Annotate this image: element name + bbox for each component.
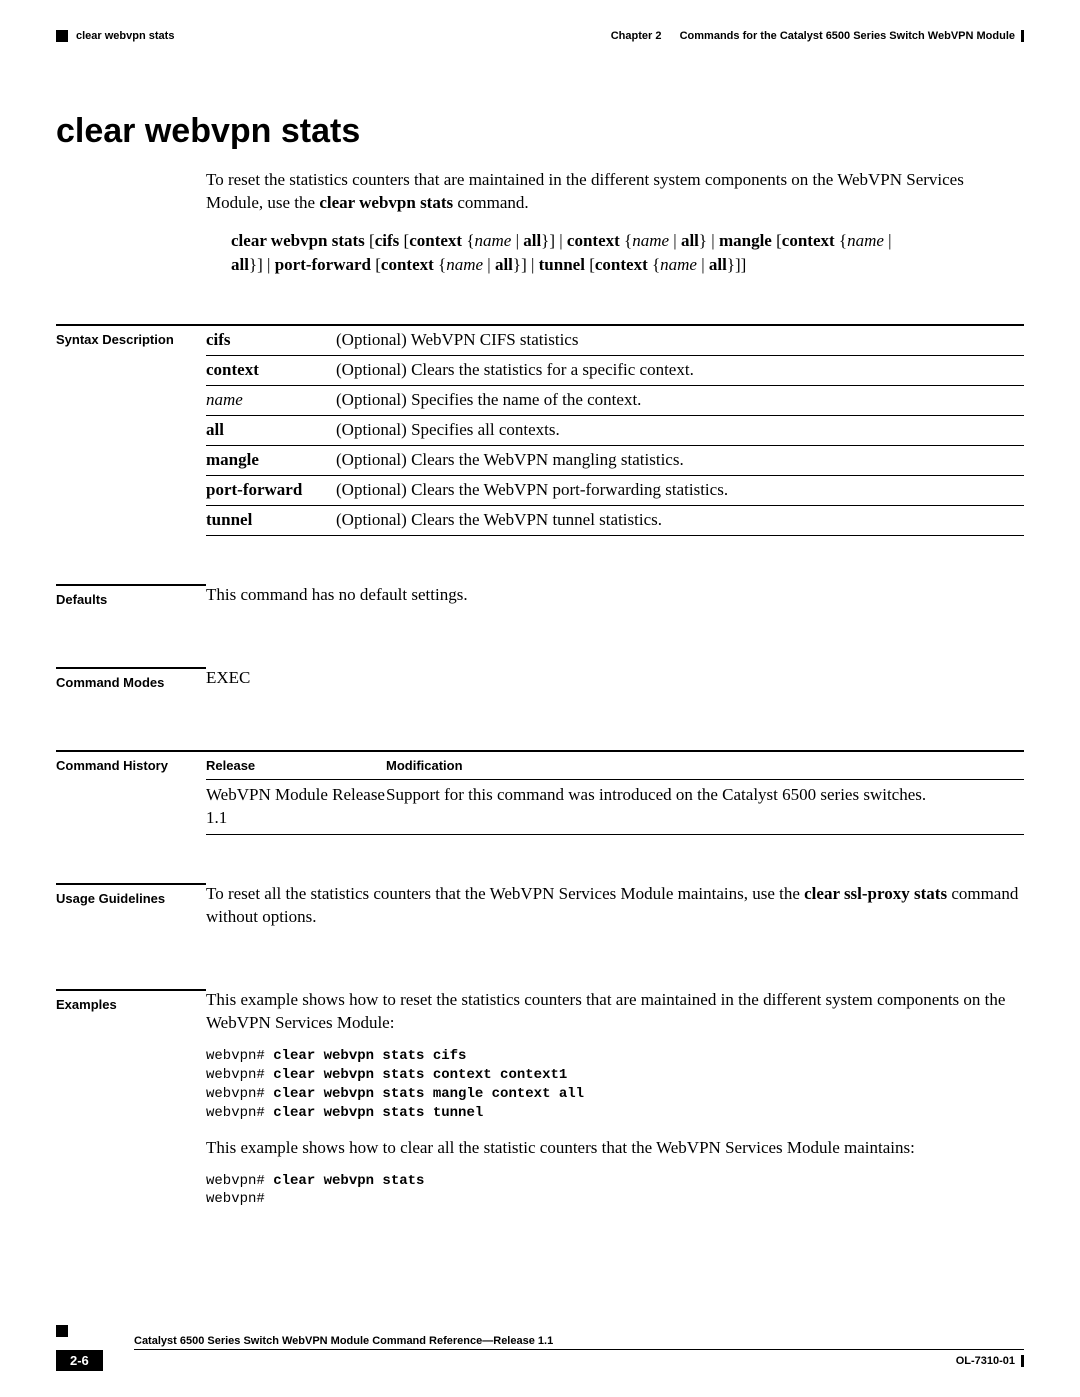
running-head: clear webvpn stats [76,30,174,42]
header-bar-icon [1021,30,1024,42]
footer-book-title: Catalyst 6500 Series Switch WebVPN Modul… [134,1335,1024,1347]
defaults-text: This command has no default settings. [206,584,1024,607]
page-footer: Catalyst 6500 Series Switch WebVPN Modul… [56,1335,1024,1371]
examples-label: Examples [56,989,206,1223]
page-title: clear webvpn stats [56,112,1024,151]
page-header: clear webvpn stats Chapter 2 Commands fo… [56,30,1024,42]
footer-doc-id: OL-7310-01 [956,1355,1015,1367]
page-number-badge: 2-6 [56,1350,103,1371]
chapter-title: Commands for the Catalyst 6500 Series Sw… [680,30,1015,42]
example-code-2: webvpn# clear webvpn stats webvpn# [206,1172,1024,1210]
defaults-label: Defaults [56,584,206,619]
usage-guidelines-label: Usage Guidelines [56,883,206,941]
footer-bar-icon [1021,1355,1024,1367]
syntax-description-label: Syntax Description [56,324,206,536]
example-intro-1: This example shows how to reset the stat… [206,989,1024,1035]
command-modes-label: Command Modes [56,667,206,702]
syntax-table: cifs(Optional) WebVPN CIFS statistics co… [206,324,1024,536]
example-intro-2: This example shows how to clear all the … [206,1137,1024,1160]
example-code-1: webvpn# clear webvpn stats cifs webvpn# … [206,1047,1024,1123]
command-history-label: Command History [56,750,206,835]
command-modes-text: EXEC [206,667,1024,690]
header-marker-icon [56,30,68,42]
usage-text: To reset all the statistics counters tha… [206,883,1024,929]
history-table: Release Modification WebVPN Module Relea… [206,750,1024,835]
chapter-label: Chapter 2 [611,30,662,42]
intro-paragraph: To reset the statistics counters that ar… [206,169,1024,215]
command-syntax: clear webvpn stats [cifs [context {name … [231,229,984,277]
